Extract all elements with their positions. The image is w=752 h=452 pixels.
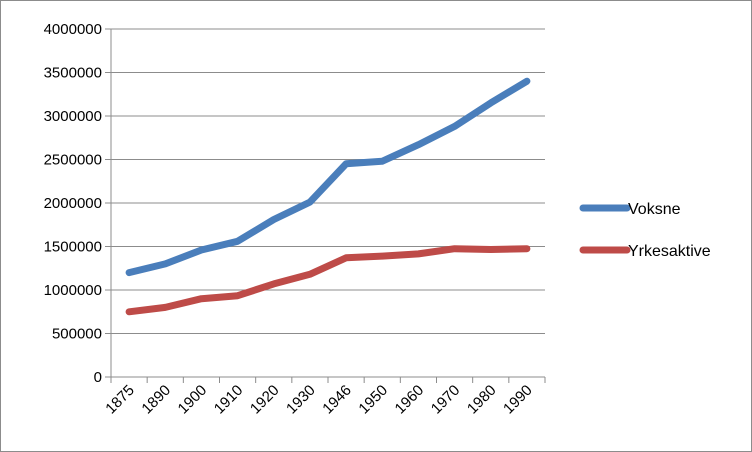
legend: Voksne Yrkesaktive (579, 201, 711, 260)
series-lines (125, 77, 531, 316)
x-tick-label: 1910 (211, 382, 247, 418)
y-tick-label: 2500000 (44, 152, 102, 169)
gridlines (111, 28, 545, 334)
x-axis-tick-labels: 1875 1890 1900 1910 1920 1930 1946 1950 1960 1970… (102, 382, 535, 418)
x-tick-label: 1900 (175, 382, 211, 418)
x-tick-label: 1990 (500, 382, 536, 418)
series-line-voksne (125, 77, 531, 277)
y-axis-tick-labels: 0 500000 1000000 1500000 2000000 2500000 30000… (44, 21, 102, 386)
x-tick-label: 1890 (138, 382, 174, 418)
y-tick-label: 3000000 (44, 108, 102, 125)
x-tick-label: 1875 (102, 382, 138, 418)
series-line-yrkesaktive (125, 245, 531, 316)
x-tick-label: 1946 (319, 382, 355, 418)
y-tick-label: 1500000 (44, 239, 102, 256)
y-tick-label: 0 (94, 369, 102, 386)
legend-label-voksne: Voksne (628, 201, 681, 218)
legend-label-yrkesaktive: Yrkesaktive (628, 243, 711, 260)
x-tick-label: 1920 (247, 382, 283, 418)
x-tick-label: 1960 (392, 382, 428, 418)
y-tick-label: 2000000 (44, 195, 102, 212)
x-tick-label: 1930 (283, 382, 319, 418)
y-tick-label: 3500000 (44, 65, 102, 82)
x-tick-label: 1980 (464, 382, 500, 418)
x-tick-label: 1970 (428, 382, 464, 418)
x-tick-label: 1950 (355, 382, 391, 418)
y-tick-label: 1000000 (44, 282, 102, 299)
y-tick-label: 4000000 (44, 21, 102, 38)
axes (105, 28, 546, 383)
y-tick-label: 500000 (52, 326, 102, 343)
